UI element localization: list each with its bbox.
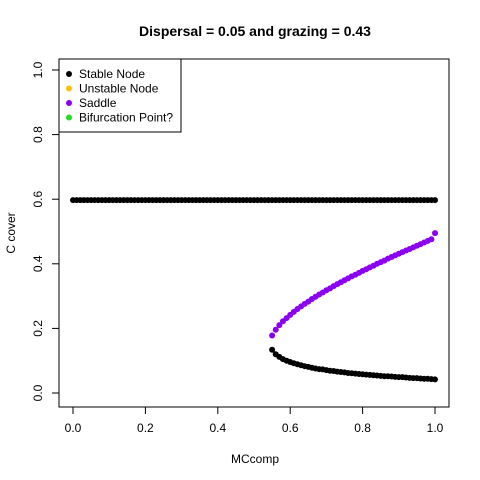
x-tick-label: 0.8 [354,421,371,435]
y-axis-label: C cover [4,212,18,253]
saddle-point [428,236,435,243]
legend-marker-saddle [66,100,72,106]
legend-label-unstable-node: Unstable Node [79,82,159,96]
legend-marker-unstable-node [66,85,72,92]
x-tick-label: 0.4 [209,421,226,435]
legend-label-stable-node: Stable Node [79,67,145,81]
y-tick-label: 0.2 [31,320,45,337]
saddle-point [272,326,279,333]
x-tick-label: 0.6 [282,421,299,435]
y-tick-label: 1.0 [31,61,45,78]
x-axis-label: MCcomp [231,452,279,466]
y-tick-label: 0.0 [31,384,45,401]
x-axis: 0.0 0.2 0.4 0.6 0.8 1.0 [65,406,444,435]
y-axis: 0.0 0.2 0.4 0.6 0.8 1.0 [31,61,60,401]
x-tick-label: 0.2 [137,421,154,435]
legend-label-saddle: Saddle [79,96,117,110]
x-tick-label: 1.0 [427,421,444,435]
legend-label-bifurcation-point: Bifurcation Point? [79,111,173,125]
stable-node-point [269,346,276,353]
y-tick-label: 0.6 [31,191,45,208]
stable-node-point [432,376,438,383]
legend-marker-bifurcation-point [66,114,72,121]
data-points [70,197,438,383]
legend-marker-stable-node [66,71,72,77]
saddle-point [276,322,283,329]
stable-node-point [432,197,438,204]
y-tick-label: 0.8 [31,126,45,143]
saddle-point [269,332,276,339]
y-tick-label: 0.4 [31,255,45,272]
saddle-point [432,230,438,237]
chart-title: Dispersal = 0.05 and grazing = 0.43 [139,23,371,39]
legend-box [58,58,182,133]
x-tick-label: 0.0 [65,421,82,435]
